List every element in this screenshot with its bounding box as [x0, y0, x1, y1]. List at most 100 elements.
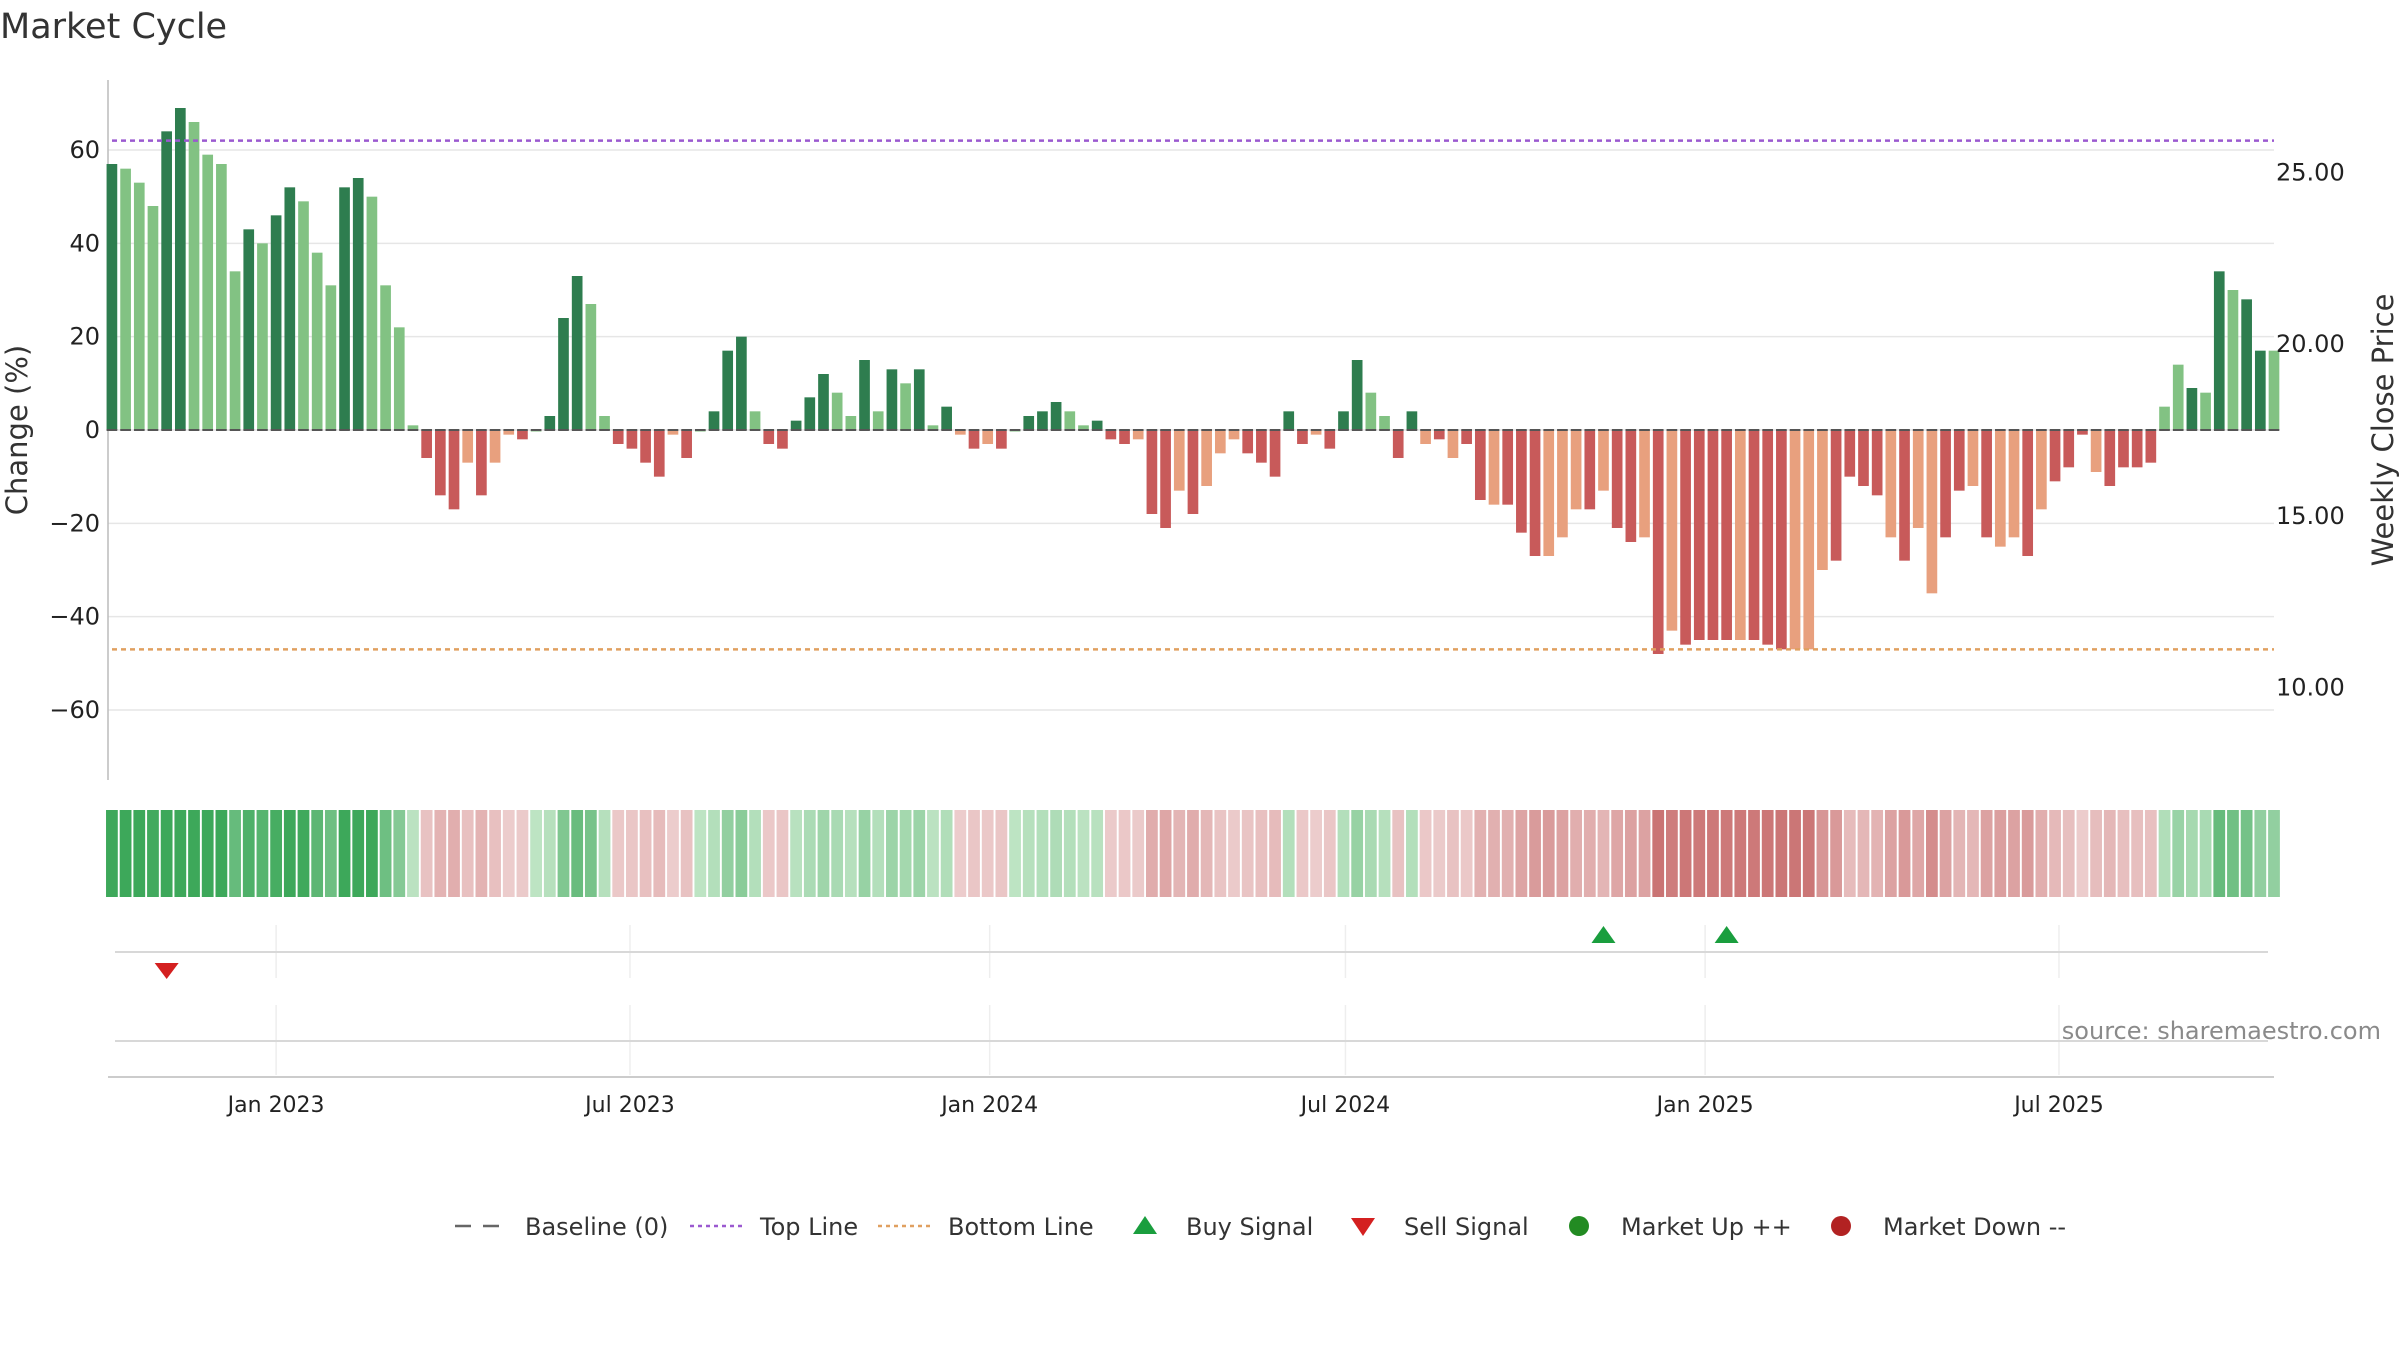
bar — [311, 252, 323, 430]
bar — [1912, 430, 1924, 528]
heat-cell — [1857, 810, 1870, 897]
bars-group — [106, 108, 2280, 654]
heat-cell — [1337, 810, 1350, 897]
legend-swatch-circle — [1569, 1216, 1589, 1236]
bar — [1584, 430, 1596, 510]
heat-cell — [1830, 810, 1842, 897]
heat-cell — [1022, 810, 1035, 897]
bar — [1023, 416, 1035, 430]
bar — [1994, 430, 2006, 547]
bar — [243, 229, 255, 430]
bar — [749, 411, 761, 430]
legend-item: Buy Signal — [1133, 1213, 1313, 1241]
legend-label: Buy Signal — [1186, 1213, 1313, 1241]
y2-axis-title: Weekly Close Price — [2366, 294, 2400, 567]
bar — [681, 430, 692, 458]
bar — [1707, 430, 1719, 640]
bar — [1214, 430, 1226, 454]
bar — [1379, 416, 1390, 430]
bar — [1269, 430, 1281, 477]
heat-cell — [735, 810, 748, 897]
bar — [2241, 299, 2252, 430]
bar — [1488, 430, 1500, 505]
bar — [1885, 430, 1897, 538]
bar — [2186, 388, 2198, 430]
heat-cell — [270, 810, 283, 897]
heat-cell — [1282, 810, 1295, 897]
bar — [1050, 402, 1062, 430]
heat-cell — [2062, 810, 2075, 897]
bar — [1187, 430, 1199, 514]
bar — [2159, 406, 2170, 430]
heat-cell — [2090, 810, 2102, 897]
heat-cell — [215, 810, 228, 897]
heat-cell — [1802, 810, 1815, 897]
bar — [1570, 430, 1582, 510]
heat-cell — [1926, 810, 1938, 897]
bar — [954, 430, 966, 435]
bar — [640, 430, 651, 463]
bar — [1406, 411, 1418, 430]
bar — [1721, 430, 1732, 640]
heat-cell — [1118, 810, 1131, 897]
bar — [1420, 430, 1431, 444]
bar — [2145, 430, 2157, 463]
bar — [161, 131, 172, 431]
bar — [1557, 430, 1568, 538]
legend-swatch-sell — [1351, 1218, 1375, 1236]
heat-cell — [1296, 810, 1309, 897]
bar — [1967, 430, 1979, 486]
bar — [626, 430, 638, 449]
heat-cell — [844, 810, 857, 897]
bar — [1502, 430, 1514, 505]
heat-cell — [1624, 810, 1637, 897]
heat-strip — [106, 810, 2280, 897]
bar — [188, 122, 200, 430]
bar — [831, 392, 843, 430]
heat-cell — [338, 810, 351, 897]
bar — [2254, 350, 2266, 430]
bar — [421, 430, 432, 458]
sell-signal-marker — [154, 963, 179, 979]
heat-cell — [2186, 810, 2198, 897]
heat-cell — [2131, 810, 2144, 897]
heat-cell — [201, 810, 214, 897]
bar — [407, 425, 419, 430]
bar — [2077, 430, 2088, 435]
bar — [2063, 430, 2075, 468]
heat-cell — [119, 810, 132, 897]
bar — [1201, 430, 1212, 486]
heat-cell — [940, 810, 953, 897]
heat-cell — [680, 810, 693, 897]
heat-cell — [721, 810, 734, 897]
bar — [790, 420, 802, 430]
bar — [1461, 430, 1472, 444]
heat-cell — [2158, 810, 2171, 897]
bar — [1105, 430, 1117, 440]
heat-cell — [2049, 810, 2061, 897]
heat-cell — [913, 810, 926, 897]
bar — [1803, 430, 1815, 650]
bar — [612, 430, 624, 444]
heat-cell — [1611, 810, 1624, 897]
heat-cell — [1255, 810, 1268, 897]
bar — [708, 411, 720, 430]
y2-tick-label: 10.00 — [2276, 673, 2345, 701]
bar — [1338, 411, 1349, 430]
heat-cell — [1734, 810, 1747, 897]
heat-cell — [2035, 810, 2048, 897]
heat-cell — [2117, 810, 2130, 897]
bar — [352, 178, 364, 430]
bar — [380, 285, 391, 430]
heat-cell — [1159, 810, 1172, 897]
bar — [489, 430, 501, 463]
heat-cell — [311, 810, 324, 897]
bar — [120, 168, 131, 430]
heat-cell — [899, 810, 912, 897]
heat-cell — [817, 810, 830, 897]
y-ticks: 60 40 20 0 −20 −40 −60 — [49, 136, 100, 724]
bar — [1447, 430, 1459, 458]
y-tick-label: 0 — [85, 416, 100, 444]
buy-signal-marker — [1591, 926, 1616, 943]
heat-cell — [1364, 810, 1377, 897]
